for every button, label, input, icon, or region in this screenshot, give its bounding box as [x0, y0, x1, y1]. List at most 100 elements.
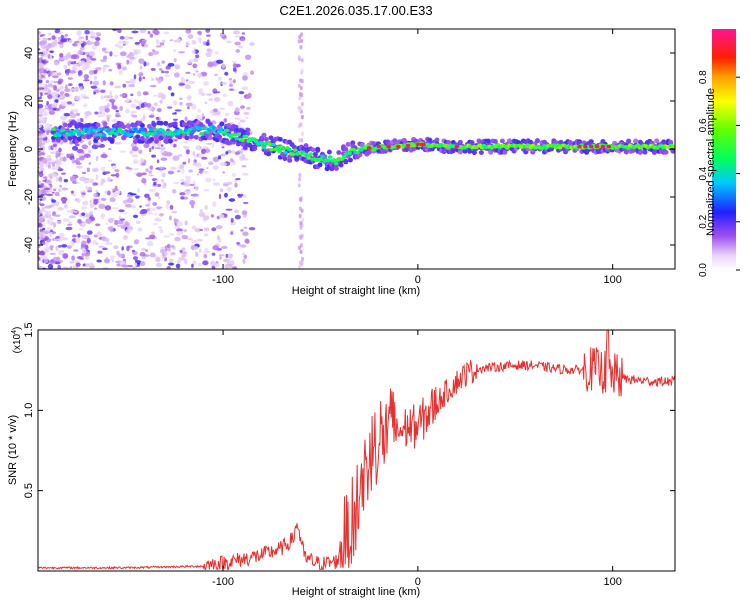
heatmap-speckle	[57, 80, 63, 85]
heatmap-halo	[287, 158, 293, 163]
heatmap-halo	[86, 122, 92, 128]
heatmap-speckle	[119, 218, 126, 221]
heatmap-speckle	[38, 31, 41, 35]
heatmap-speckle	[221, 245, 228, 249]
heatmap-speckle	[109, 90, 113, 96]
heatmap-speckle	[175, 263, 181, 269]
heatmap-halo	[642, 149, 648, 155]
heatmap-core	[117, 127, 123, 132]
heatmap-core	[109, 130, 115, 135]
heatmap-speckle	[127, 36, 134, 40]
heatmap-speckle	[197, 37, 203, 41]
heatmap-speckle	[131, 153, 139, 158]
heatmap-halo	[102, 121, 108, 127]
heatmap-halo	[488, 149, 494, 155]
heatmap-speckle	[54, 191, 60, 197]
heatmap-speckle	[64, 88, 71, 93]
heatmap-speckle	[248, 227, 256, 231]
heatmap-speckle	[67, 77, 73, 80]
figure-title: C2E1.2026.035.17.00.E33	[279, 3, 432, 18]
heatmap-speckle	[74, 175, 79, 179]
heatmap-speckle	[107, 217, 114, 224]
heatmap-speckle	[198, 168, 205, 171]
heatmap-speckle	[215, 225, 223, 230]
heatmap-speckle	[103, 258, 111, 264]
heatmap-speckle	[154, 217, 160, 221]
heatmap-speckle	[82, 96, 90, 99]
heatmap-speckle	[138, 72, 144, 77]
heatmap-speckle	[107, 176, 111, 182]
heatmap-speckle	[146, 240, 154, 247]
heatmap-speckle	[40, 234, 47, 237]
heatmap-speckle	[146, 208, 150, 212]
heatmap-speckle	[55, 245, 59, 252]
heatmap-speckle	[210, 214, 215, 218]
heatmap-speckle	[227, 253, 233, 259]
heatmap-halo	[207, 135, 213, 141]
heatmap-speckle	[182, 161, 187, 165]
heatmap-speckle	[127, 225, 134, 231]
heatmap-core	[197, 126, 202, 131]
heatmap-speckle	[114, 141, 122, 145]
heatmap-speckle	[152, 29, 159, 35]
heatmap-speckle	[205, 142, 213, 145]
heatmap-speckle	[104, 171, 111, 174]
heatmap-speckle	[100, 166, 106, 172]
heatmap-halo	[172, 121, 178, 127]
heatmap-core	[244, 134, 249, 139]
heatmap-speckle	[130, 193, 137, 196]
heatmap-speckle	[180, 196, 185, 200]
heatmap-speckle	[50, 221, 54, 226]
heatmap-speckle	[161, 39, 166, 43]
heatmap-speckle	[234, 35, 241, 38]
heatmap-speckle	[232, 30, 240, 35]
heatmap-speckle	[46, 100, 49, 106]
heatmap-hotspot	[421, 142, 426, 147]
heatmap-speckle	[117, 253, 124, 258]
heatmap-speckle	[123, 212, 128, 215]
heatmap-speckle	[153, 94, 158, 97]
heatmap-speckle	[116, 263, 122, 267]
heatmap-speckle	[160, 150, 165, 153]
heatmap-speckle	[86, 230, 93, 235]
heatmap-speckle	[91, 144, 99, 150]
heatmap-speckle	[41, 115, 45, 120]
heatmap-speckle	[192, 151, 195, 156]
heatmap-speckle	[117, 64, 122, 70]
heatmap-speckle	[38, 118, 42, 124]
heatmap-speckle	[100, 178, 106, 184]
heatmap-speckle	[297, 105, 301, 110]
colorbar-ticks: 0.0 0.2 0.4 0.6 0.8	[698, 70, 740, 277]
heatmap-speckle	[109, 98, 116, 103]
heatmap-speckle	[201, 156, 208, 160]
heatmap-speckle	[126, 198, 134, 203]
heatmap-speckle	[102, 55, 108, 61]
heatmap-halo	[167, 138, 173, 144]
heatmap-speckle	[213, 91, 221, 94]
heatmap-speckle	[160, 144, 164, 147]
heatmap-core	[253, 139, 259, 144]
heatmap-speckle	[198, 248, 202, 253]
heatmap-core	[187, 127, 193, 132]
heatmap-speckle	[173, 72, 180, 78]
heatmap-speckle	[108, 94, 112, 98]
heatmap-speckle	[298, 213, 302, 219]
heatmap-speckle	[60, 101, 68, 107]
heatmap-speckle	[242, 231, 249, 237]
heatmap-halo	[135, 134, 141, 140]
heatmap-halo	[186, 120, 192, 126]
heatmap-halo	[291, 144, 297, 150]
heatmap-speckle	[115, 112, 120, 116]
heatmap-halo	[333, 166, 339, 171]
heatmap-speckle	[298, 206, 302, 211]
heatmap-speckle	[76, 256, 83, 260]
heatmap-speckle	[242, 252, 246, 256]
heatmap-speckle	[75, 162, 82, 165]
heatmap-core	[185, 130, 191, 135]
heatmap-speckle	[70, 109, 75, 112]
heatmap-speckle	[118, 209, 125, 213]
heatmap-speckle	[129, 51, 133, 55]
heatmap-speckle	[89, 203, 95, 208]
heatmap-speckle	[161, 70, 165, 74]
heatmap-speckle	[133, 99, 139, 104]
